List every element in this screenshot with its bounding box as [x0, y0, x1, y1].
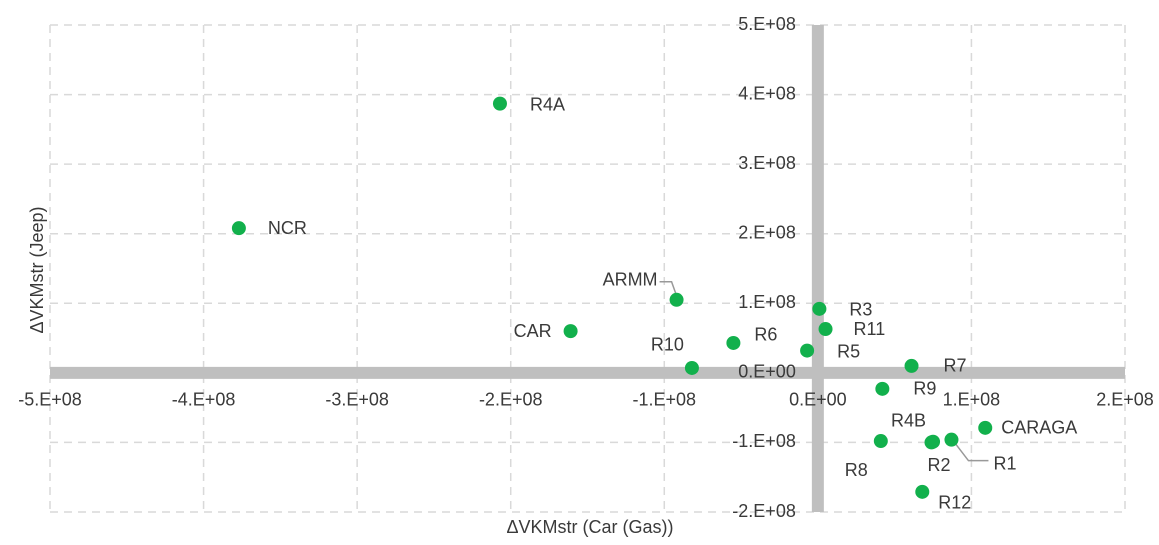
- point-label: NCR: [268, 218, 307, 238]
- x-tick-label: -5.E+08: [18, 390, 82, 410]
- point-label: R7: [944, 356, 967, 376]
- point: [812, 301, 827, 316]
- x-tick-label: -1.E+08: [633, 390, 697, 410]
- y-tick-label: 3.E+08: [738, 153, 796, 173]
- point-label: R5: [837, 341, 860, 361]
- y-tick-label: 5.E+08: [738, 14, 796, 34]
- x-tick-label: -4.E+08: [172, 390, 236, 410]
- x-tick-label: -2.E+08: [479, 390, 543, 410]
- point-label: R9: [913, 379, 936, 399]
- x-tick-label: 1.E+08: [943, 390, 1001, 410]
- point: [684, 360, 699, 375]
- point: [915, 484, 930, 499]
- point: [944, 432, 959, 447]
- point-label: ARMM: [603, 270, 658, 290]
- y-tick-label: -1.E+08: [732, 431, 796, 451]
- x-tick-label: 2.E+08: [1096, 390, 1154, 410]
- point: [669, 292, 684, 307]
- leader-line: [954, 443, 989, 462]
- point: [875, 381, 890, 396]
- point: [800, 343, 815, 358]
- point-label: CAR: [514, 321, 552, 341]
- point-label: R2: [928, 455, 951, 475]
- y-tick-label: 1.E+08: [738, 292, 796, 312]
- point: [726, 335, 741, 350]
- point: [904, 358, 919, 373]
- point-label: R1: [993, 453, 1016, 473]
- y-axis-label: ΔVKMstr (Jeep): [27, 206, 47, 333]
- point-label: R11: [854, 319, 886, 339]
- y-tick-label: 4.E+08: [738, 83, 796, 103]
- point-label: R8: [845, 460, 868, 480]
- point: [873, 434, 888, 449]
- point-label: CARAGA: [1001, 418, 1077, 438]
- point: [231, 221, 246, 236]
- point-label: R4A: [530, 94, 565, 114]
- x-tick-label: -3.E+08: [325, 390, 389, 410]
- point-label: R4B: [891, 410, 926, 430]
- x-axis-label: ΔVKMstr (Car (Gas)): [506, 517, 673, 537]
- point-label: R10: [651, 335, 684, 355]
- point: [563, 324, 578, 339]
- point-label: R3: [849, 300, 872, 320]
- point: [924, 435, 939, 450]
- point: [818, 322, 833, 337]
- y-tick-label: 0.E+00: [738, 362, 796, 382]
- leader-line: [659, 281, 678, 297]
- point: [492, 96, 507, 111]
- point-label: R12: [938, 493, 971, 513]
- y-tick-label: -2.E+08: [732, 501, 796, 521]
- point: [978, 420, 993, 435]
- point-label: R6: [754, 325, 777, 345]
- y-tick-label: 2.E+08: [738, 222, 796, 242]
- x-tick-label: 0.E+00: [789, 390, 847, 410]
